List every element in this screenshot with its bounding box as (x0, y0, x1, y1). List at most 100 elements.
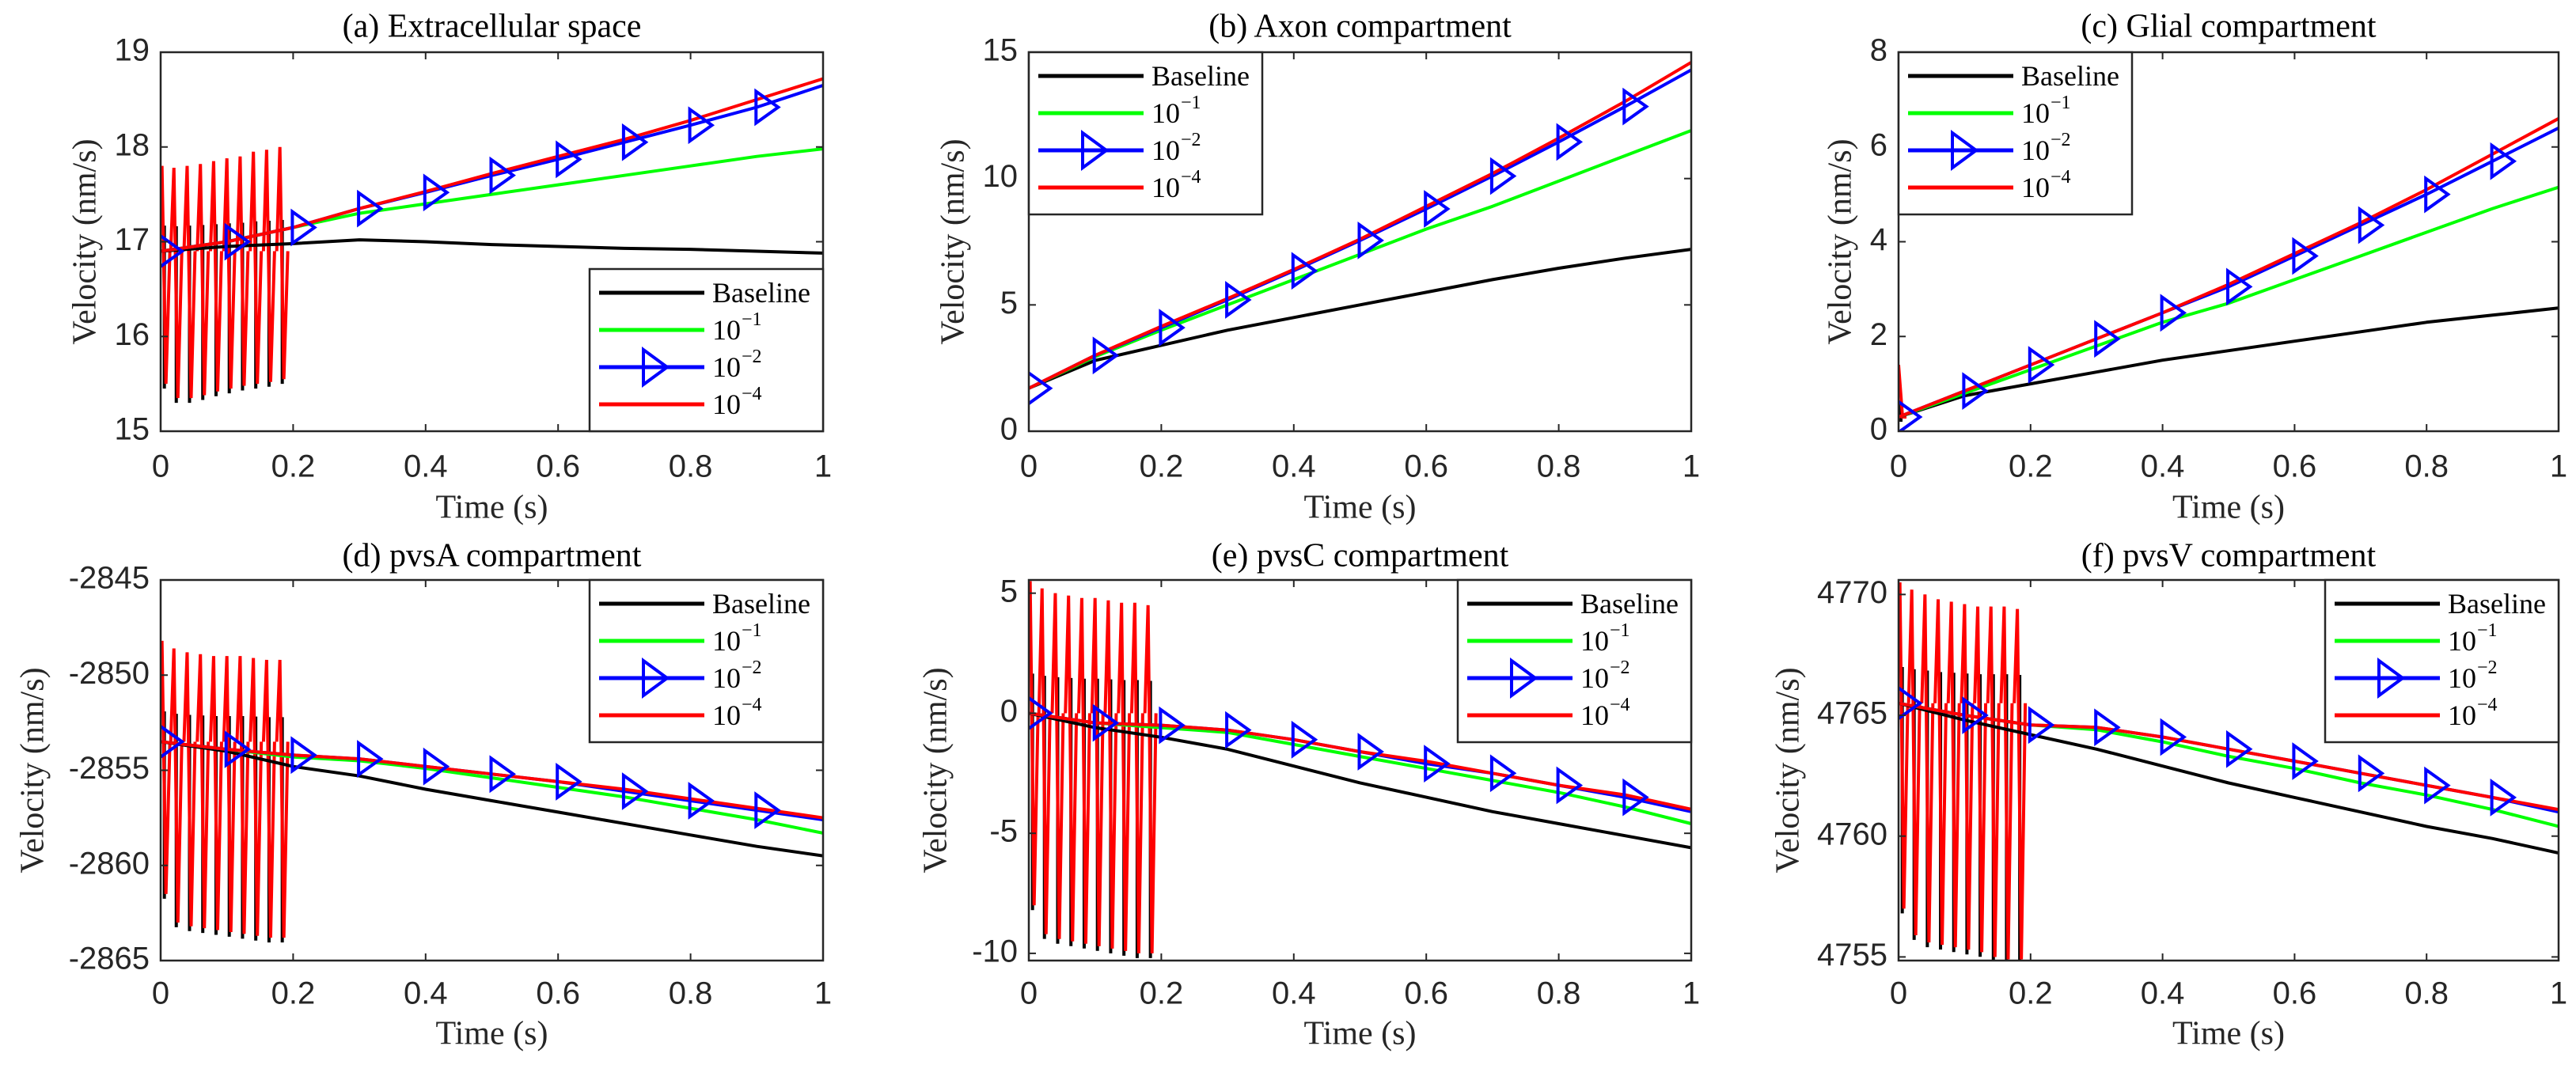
oscillation-spike (1143, 605, 1158, 953)
triangle-right-marker-icon (642, 347, 670, 388)
legend-item-g2: 10 −2 (1467, 658, 1630, 699)
legend-item-baseline: Baseline (1038, 60, 1250, 92)
triangle-right-marker (2160, 294, 2187, 332)
y-tick-label: 18 (115, 127, 150, 162)
triangle-right-marker (1291, 252, 1318, 290)
oscillation-spike (169, 648, 184, 923)
x-tick-label: 0.6 (2273, 449, 2317, 484)
x-tick-label: 0.6 (536, 976, 580, 1011)
x-tick-label: 0.8 (669, 976, 713, 1011)
legend-label-exponent: −1 (2477, 620, 2498, 641)
oscillation-spike (1037, 588, 1052, 934)
y-tick-label: 0 (1000, 412, 1018, 447)
legend-label: Baseline (1151, 60, 1250, 92)
y-tick-label: 5 (1000, 574, 1018, 608)
legend-label: 10 (712, 314, 741, 346)
series-line-baseline (1029, 248, 1691, 390)
x-tick-label: 0.8 (1537, 976, 1581, 1011)
legend-label: Baseline (1580, 588, 1679, 620)
legend-label: 10 (1580, 699, 1609, 731)
legend-item-g4: 10 −4 (1038, 167, 1201, 203)
x-tick-label: 0.4 (404, 976, 448, 1011)
legend-label-exponent: −2 (742, 347, 762, 367)
triangle-right-marker (161, 724, 185, 760)
y-tick-label: 6 (1870, 127, 1887, 162)
x-tick-label: 0 (1890, 976, 1907, 1011)
legend-item-g1: 10 −1 (1467, 620, 1630, 657)
legend-label-exponent: −1 (742, 620, 762, 641)
x-tick-label: 1 (814, 449, 832, 484)
x-tick-label: 0.8 (1537, 449, 1581, 484)
plot-lines (1029, 581, 1691, 958)
y-tick-label: -2845 (69, 561, 150, 596)
chart-title: (b) Axon compartment (1208, 9, 1512, 45)
legend-label-exponent: −4 (742, 695, 762, 715)
plot-lines (1899, 117, 2559, 431)
oscillation-spike (1899, 365, 1906, 419)
triangle-right-marker (1556, 766, 1584, 805)
legend-label: 10 (712, 625, 741, 657)
legend-label: 10 (712, 662, 741, 694)
x-tick-label: 0.8 (669, 449, 713, 484)
oscillation-spike (1117, 602, 1132, 951)
legend-item-g2: 10 −2 (599, 347, 762, 388)
x-tick-label: 0.4 (404, 449, 448, 484)
legend-item-g1: 10 −1 (2335, 620, 2498, 657)
oscillation-spike (1064, 595, 1079, 942)
triangle-right-marker (2490, 778, 2517, 817)
triangle-right-marker (2292, 742, 2319, 780)
triangle-right-marker (621, 123, 649, 161)
legend-label: 10 (2021, 172, 2050, 203)
triangle-right-marker (1556, 123, 1584, 161)
triangle-right-marker (1092, 336, 1120, 375)
x-tick-label: 0 (152, 976, 169, 1011)
legend-label-exponent: −1 (1181, 93, 1201, 113)
x-tick-label: 0.2 (1140, 449, 1184, 484)
legend-label-exponent: −1 (1610, 620, 1630, 641)
triangle-right-marker (1092, 703, 1120, 742)
triangle-right-marker (1622, 778, 1649, 817)
y-tick-label: 17 (115, 222, 150, 257)
oscillation-spike (195, 654, 211, 929)
y-tick-label: -5 (989, 814, 1018, 849)
triangle-right-marker (2028, 706, 2055, 745)
x-tick-label: 0.4 (2141, 449, 2185, 484)
plot-lines (161, 640, 823, 943)
oscillation-spike (261, 659, 276, 938)
oscillation-spike (1050, 593, 1065, 939)
x-tick-label: 0.4 (1272, 976, 1316, 1011)
oscillation-spike (261, 150, 276, 382)
legend-item-baseline: Baseline (2335, 588, 2546, 620)
x-tick-label: 0.6 (2273, 976, 2317, 1011)
legend-item-g4: 10 −4 (1467, 695, 1630, 731)
chart-panel-f: (f) pvsV compartment 0 0.2 0.4 0.6 0.8 1 4755 47… (1770, 538, 2567, 1052)
triangle-right-marker (556, 140, 582, 179)
triangle-right-marker (688, 106, 715, 145)
x-axis-label: Time (s) (1304, 1016, 1417, 1052)
legend-label: 10 (712, 351, 741, 383)
triangle-right-marker (2226, 730, 2253, 768)
triangle-right-marker (688, 782, 715, 820)
y-axis-label: Velocity (nm/s) (918, 667, 954, 873)
triangle-right-marker (423, 747, 450, 786)
x-tick-label: 0.6 (1404, 976, 1448, 1011)
oscillation-spike (1973, 606, 1988, 953)
legend-label: 10 (1580, 662, 1609, 694)
x-axis-label: Time (s) (2172, 1016, 2285, 1052)
y-tick-label: 4770 (1817, 575, 1887, 610)
triangle-right-marker (556, 763, 582, 801)
axes-box (1027, 578, 1693, 962)
triangle-right-marker (2094, 320, 2121, 358)
legend-item-baseline: Baseline (599, 588, 810, 620)
oscillation-spike (275, 146, 290, 380)
triangle-right-marker (290, 208, 317, 247)
legend-item-baseline: Baseline (1908, 60, 2119, 92)
y-tick-label: -10 (972, 934, 1018, 968)
series-line-baseline (1899, 701, 2559, 855)
